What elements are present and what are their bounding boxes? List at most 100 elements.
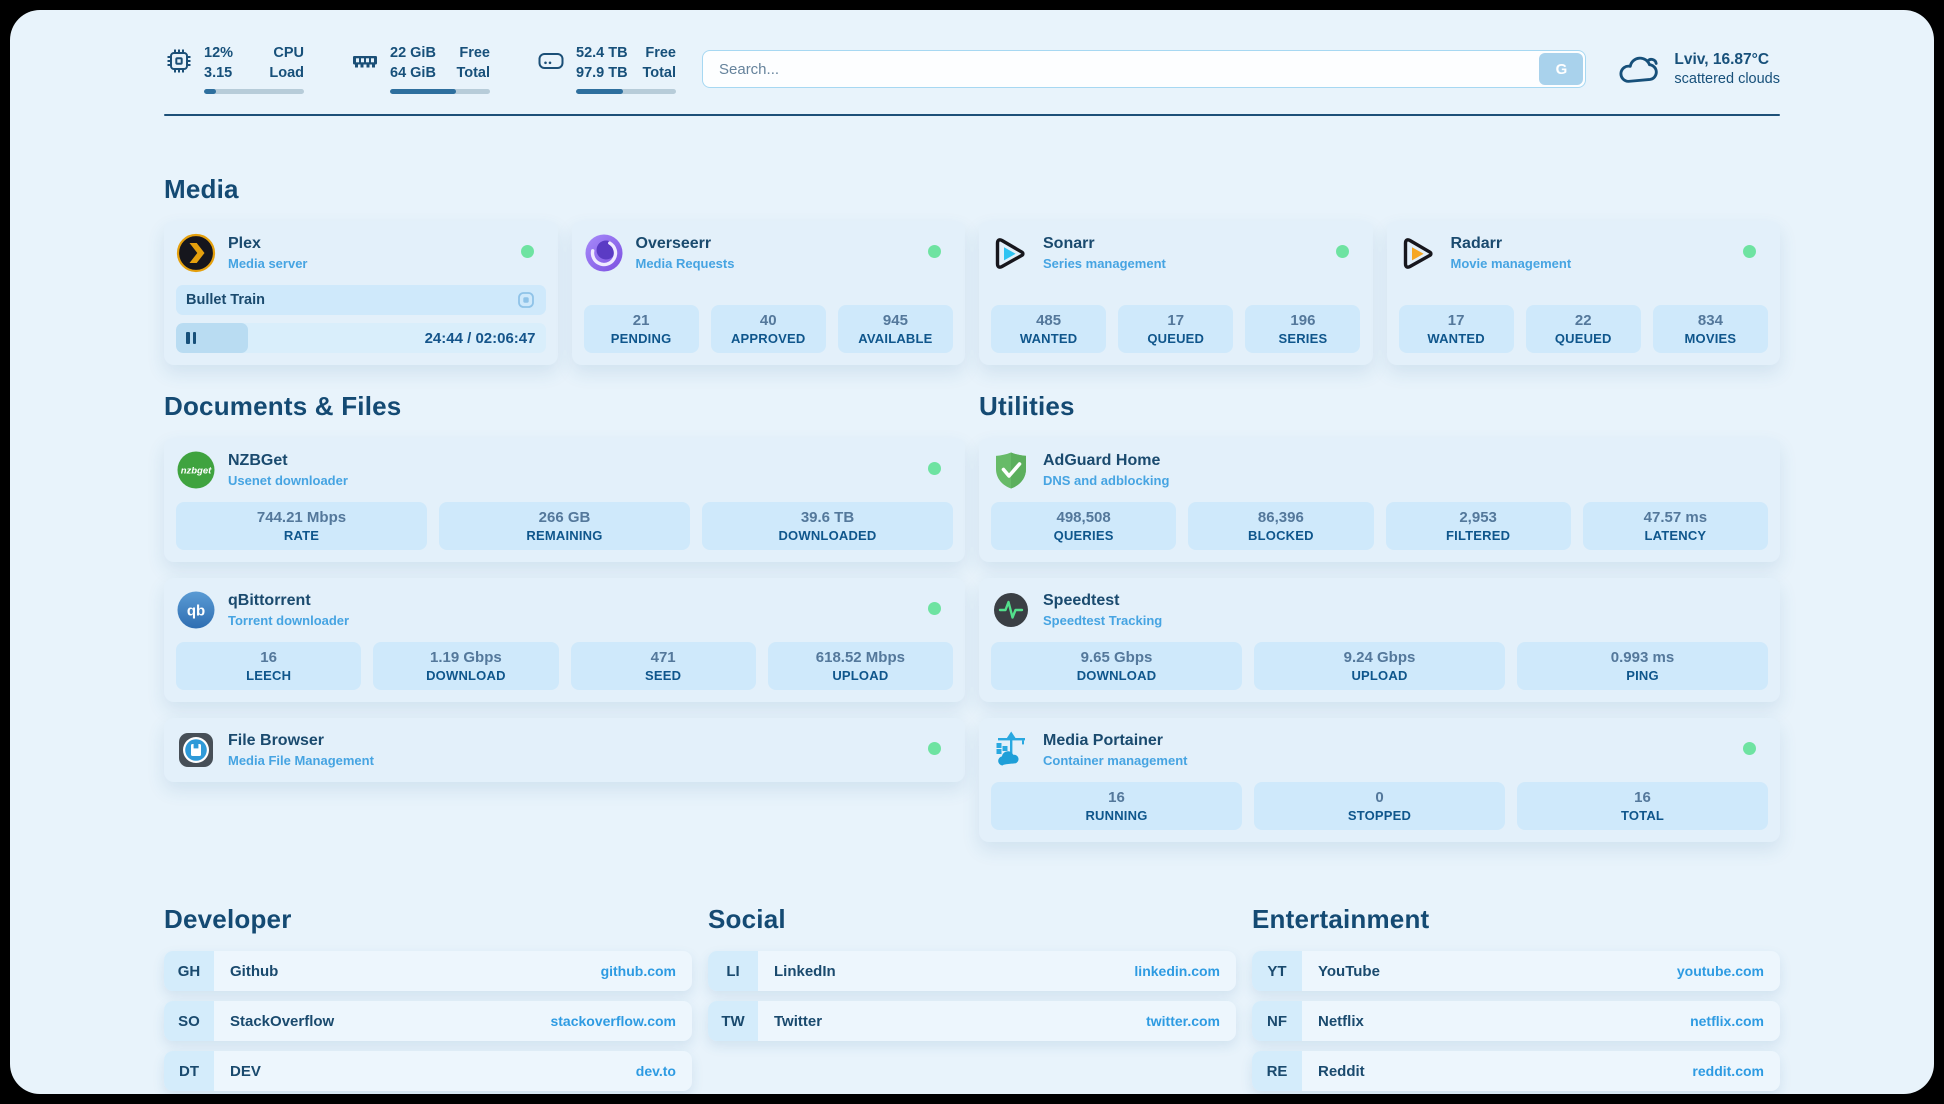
radarr-subtitle: Movie management [1450,256,1572,272]
youtube-abbr-badge: YT [1252,951,1302,992]
link-url: github.com [600,963,676,980]
filebrowser-subtitle: Media File Management [228,753,374,769]
link-url: youtube.com [1676,963,1764,980]
speedtest-icon [994,593,1028,628]
stat-chip: 2,953 FILTERED [1385,502,1571,551]
stat-chip: 834 MOVIES [1652,305,1768,354]
sonarr-title: Sonarr [1043,235,1095,253]
disk-progress-track [576,89,676,95]
search-go-button[interactable]: G [1539,53,1584,86]
search-input[interactable] [702,50,1587,89]
entertainment-links: Entertainment YT YouTube youtube.com NF … [1252,904,1780,1094]
card-portainer[interactable]: Media Portainer Container management 16 R… [979,718,1780,843]
section-title-entertainment: Entertainment [1252,904,1430,935]
section-title-social: Social [708,904,786,935]
session-icon[interactable] [516,290,536,310]
stat-chip: 0.993 ms PING [1517,642,1768,691]
link-name: StackOverflow [230,1012,335,1030]
dashboard-page: 12% 3.15 CPU Load 22 GiB 64 GiB [10,10,1934,1094]
plex-title: Plex [228,235,261,253]
plex-time: 24:44 / 02:06:47 [424,329,536,347]
linkedin-abbr-badge: LI [708,951,758,992]
link-name: DEV [230,1062,261,1080]
plex-progress-bar: 24:44 / 02:06:47 [176,323,546,354]
nzbget-status-dot [928,462,941,476]
svg-text:qb: qb [187,603,205,620]
link-netflix[interactable]: NF Netflix netflix.com [1252,1001,1780,1042]
github-abbr-badge: GH [164,951,214,992]
link-github[interactable]: GH Github github.com [164,951,692,992]
plex-now-playing: Bullet Train [186,292,265,309]
qbittorrent-icon: qb [177,591,215,629]
stat-chip: 471 SEED [570,642,756,691]
portainer-icon [996,731,1025,766]
card-qbittorrent[interactable]: qb qBittorrent Torrent downloader 16 LEEC… [164,578,965,703]
sonarr-icon [995,238,1025,269]
section-title-media: Media [164,174,239,205]
radarr-icon [1403,238,1433,269]
utilities-column: Utilities AdGuard Home DNS and adblockin… [979,365,1780,858]
stat-chip: 17 QUEUED [1118,305,1234,354]
link-stackoverflow[interactable]: SO StackOverflow stackoverflow.com [164,1001,692,1042]
stat-chip: 9.65 Gbps DOWNLOAD [991,642,1242,691]
stat-chip: 945 AVAILABLE [837,305,953,354]
overseerr-title: Overseerr [635,235,712,253]
memory-icon [353,56,377,68]
media-grid: Plex Media server Bullet Train [164,221,1780,366]
stat-chip: 196 SERIES [1245,305,1361,354]
developer-links: Developer GH Github github.com SO StackO… [164,904,692,1094]
stat-chip: 9.24 Gbps UPLOAD [1254,642,1505,691]
memory-labels: Free Total [456,45,490,81]
disk-icon [538,53,564,69]
stat-chip: 0 STOPPED [1254,782,1505,831]
filebrowser-icon [179,733,213,768]
link-twitter[interactable]: TW Twitter twitter.com [708,1001,1236,1042]
speedtest-subtitle: Speedtest Tracking [1043,613,1163,629]
disk-progress-fill [576,89,623,95]
overseerr-icon [585,234,622,272]
stat-chip: 498,508 QUERIES [991,502,1177,551]
link-url: twitter.com [1146,1013,1220,1030]
radarr-status-dot [1743,245,1756,259]
stat-chip: 485 WANTED [991,305,1107,354]
link-name: Reddit [1318,1062,1365,1080]
weather-location: Lviv, 16.87°C [1674,51,1770,69]
memory-stat: 22 GiB 64 GiB Free Total [350,44,490,95]
stat-chip: 1.19 Gbps DOWNLOAD [373,642,559,691]
stat-chip: 618.52 Mbps UPLOAD [767,642,953,691]
portainer-status-dot [1743,742,1756,756]
weather-condition: scattered clouds [1674,71,1780,88]
card-overseerr[interactable]: Overseerr Media Requests 21 PENDING 40 APP… [571,221,965,366]
disk-labels: Free Total [642,45,676,81]
card-sonarr[interactable]: Sonarr Series management 485 WANTED 17 QUE… [979,221,1373,366]
section-title-utilities: Utilities [979,391,1075,422]
stat-chip: 16 LEECH [176,642,362,691]
section-title-developer: Developer [164,904,292,935]
netflix-abbr-badge: NF [1252,1001,1302,1042]
link-url: dev.to [635,1063,676,1080]
overseerr-subtitle: Media Requests [635,256,735,272]
link-dev[interactable]: DT DEV dev.to [164,1051,692,1092]
card-plex[interactable]: Plex Media server Bullet Train [164,221,558,366]
link-url: netflix.com [1690,1013,1764,1030]
link-youtube[interactable]: YT YouTube youtube.com [1252,951,1780,992]
stat-chip: 22 QUEUED [1525,305,1641,354]
cpu-icon [167,49,191,73]
card-filebrowser[interactable]: File Browser Media File Management [164,718,965,783]
card-radarr[interactable]: Radarr Movie management 17 WANTED 22 QUEUE… [1386,221,1780,366]
stat-chip: 47.57 ms LATENCY [1582,502,1768,551]
disk-stat: 52.4 TB 97.9 TB Free Total [536,44,676,95]
twitter-abbr-badge: TW [708,1001,758,1042]
stat-chip: 266 GB REMAINING [439,502,690,551]
speedtest-title: Speedtest [1043,592,1120,610]
link-reddit[interactable]: RE Reddit reddit.com [1252,1051,1780,1092]
link-linkedin[interactable]: LI LinkedIn linkedin.com [708,951,1236,992]
pause-icon[interactable] [186,332,196,345]
card-speedtest[interactable]: Speedtest Speedtest Tracking 9.65 Gbps DO… [979,578,1780,703]
card-adguard[interactable]: AdGuard Home DNS and adblocking 498,508 Q… [979,438,1780,563]
adguard-icon [996,452,1026,489]
nzbget-title: NZBGet [228,452,288,470]
sonarr-status-dot [1335,245,1349,259]
card-nzbget[interactable]: nzbget NZBGet Usenet downloader 744.21 M… [164,438,965,563]
link-url: reddit.com [1692,1063,1764,1080]
